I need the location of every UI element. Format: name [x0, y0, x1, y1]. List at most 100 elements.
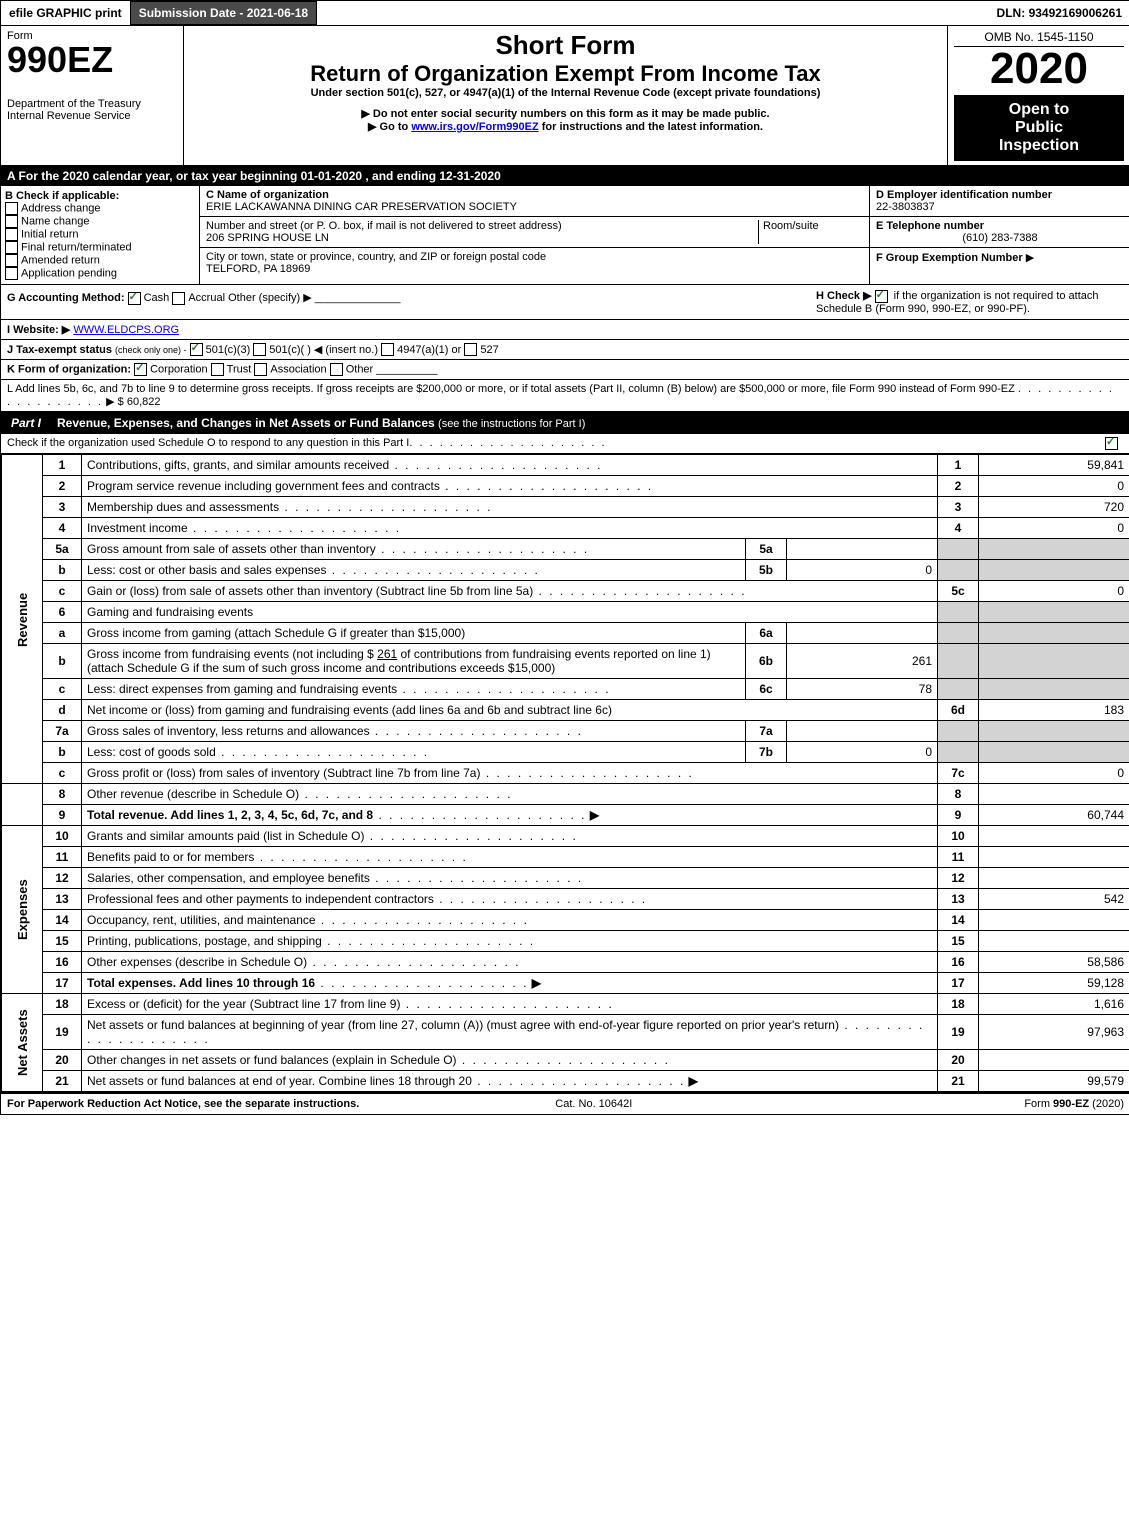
l1-desc: Contributions, gifts, grants, and simila…: [87, 458, 389, 472]
l15-amt: [979, 931, 1129, 952]
h-checkbox[interactable]: [875, 290, 888, 303]
l7a-sub: 7a: [746, 721, 787, 742]
l-text: L Add lines 5b, 6c, and 7b to line 9 to …: [7, 383, 1015, 395]
l10-num: 10: [43, 826, 82, 847]
address-change-label: Address change: [21, 202, 101, 214]
section-l: L Add lines 5b, 6c, and 7b to line 9 to …: [1, 380, 1129, 412]
schedule-o-checkbox[interactable]: [1105, 437, 1118, 450]
header-right: OMB No. 1545-1150 2020 Open to Public In…: [947, 26, 1129, 165]
open-line1: Open to: [960, 101, 1118, 119]
k-corp-checkbox[interactable]: [134, 363, 147, 376]
section-k: K Form of organization: Corporation Trus…: [1, 360, 1129, 380]
l8-num: 8: [43, 784, 82, 805]
l9-desc: Total revenue. Add lines 1, 2, 3, 4, 5c,…: [87, 808, 373, 822]
l17-desc: Total expenses. Add lines 10 through 16: [87, 976, 315, 990]
k-assoc-checkbox[interactable]: [254, 363, 267, 376]
line-16: 16 Other expenses (describe in Schedule …: [2, 952, 1129, 973]
l16-amt: 58,586: [979, 952, 1129, 973]
l4-amt: 0: [979, 518, 1129, 539]
short-form-title: Short Form: [190, 30, 941, 61]
accrual-checkbox[interactable]: [172, 292, 185, 305]
header-row: Form 990EZ Department of the Treasury In…: [1, 26, 1129, 166]
final-return-checkbox[interactable]: [5, 241, 18, 254]
j-501c: 501(c)( ) ◀ (insert no.): [269, 344, 378, 356]
j-4947-checkbox[interactable]: [381, 343, 394, 356]
l6c-subval: 78: [787, 679, 938, 700]
l12-num: 12: [43, 868, 82, 889]
org-name-box: C Name of organization ERIE LACKAWANNA D…: [200, 186, 869, 217]
j-527-checkbox[interactable]: [464, 343, 477, 356]
j-527: 527: [480, 344, 498, 356]
l3-num: 3: [43, 497, 82, 518]
l1-col: 1: [938, 455, 979, 476]
revenue-vert-spacer: [2, 784, 43, 826]
cash-label: Cash: [144, 292, 170, 304]
l18-dots: [400, 997, 613, 1011]
line-1: Revenue 1 Contributions, gifts, grants, …: [2, 455, 1129, 476]
k-other-checkbox[interactable]: [330, 363, 343, 376]
l5b-desc: Less: cost or other basis and sales expe…: [87, 563, 326, 577]
l2-dots: [440, 479, 653, 493]
l8-desc: Other revenue (describe in Schedule O): [87, 787, 299, 801]
line-7a: 7a Gross sales of inventory, less return…: [2, 721, 1129, 742]
j-501c-checkbox[interactable]: [253, 343, 266, 356]
l5a-dots: [376, 542, 589, 556]
goto-link[interactable]: www.irs.gov/Form990EZ: [411, 121, 538, 133]
l7b-desc: Less: cost of goods sold: [87, 745, 216, 759]
l8-amt: [979, 784, 1129, 805]
line-13: 13 Professional fees and other payments …: [2, 889, 1129, 910]
line-8: 8 Other revenue (describe in Schedule O)…: [2, 784, 1129, 805]
dln: DLN: 93492169006261: [989, 2, 1129, 24]
l19-amt: 97,963: [979, 1015, 1129, 1050]
section-def: D Employer identification number 22-3803…: [869, 186, 1129, 284]
gh-row: G Accounting Method: Cash Accrual Other …: [1, 285, 1129, 320]
section-g: G Accounting Method: Cash Accrual Other …: [1, 285, 812, 319]
website-link[interactable]: WWW.ELDCPS.ORG: [73, 324, 179, 336]
l5b-shade1: [938, 560, 979, 581]
tax-year: 2020: [954, 47, 1124, 91]
l7a-dots: [370, 724, 583, 738]
application-pending-checkbox[interactable]: [5, 267, 18, 280]
l6c-desc: Less: direct expenses from gaming and fu…: [87, 682, 397, 696]
amended-return-checkbox[interactable]: [5, 254, 18, 267]
l6c-shade1: [938, 679, 979, 700]
l2-num: 2: [43, 476, 82, 497]
l21-num: 21: [43, 1071, 82, 1092]
l9-amt: 60,744: [979, 805, 1129, 826]
city-value: TELFORD, PA 18969: [206, 263, 863, 275]
section-b: B Check if applicable: Address change Na…: [1, 186, 200, 284]
cash-checkbox[interactable]: [128, 292, 141, 305]
l7c-desc: Gross profit or (loss) from sales of inv…: [87, 766, 480, 780]
l7b-dots: [216, 745, 429, 759]
part1-desc: (see the instructions for Part I): [438, 418, 585, 430]
footer-right: Form 990-EZ (2020): [1024, 1098, 1124, 1110]
line-5c: c Gain or (loss) from sale of assets oth…: [2, 581, 1129, 602]
section-h: H Check ▶ if the organization is not req…: [812, 285, 1129, 319]
footer-right-form: 990-EZ: [1053, 1098, 1089, 1110]
line-18: Net Assets 18 Excess or (deficit) for th…: [2, 994, 1129, 1015]
name-change-checkbox[interactable]: [5, 215, 18, 228]
address-change-checkbox[interactable]: [5, 202, 18, 215]
accrual-label: Accrual: [188, 292, 225, 304]
l5a-num: 5a: [43, 539, 82, 560]
final-return-label: Final return/terminated: [21, 241, 132, 253]
line-6b: b Gross income from fundraising events (…: [2, 644, 1129, 679]
name-change-label: Name change: [21, 215, 90, 227]
l15-desc: Printing, publications, postage, and shi…: [87, 934, 322, 948]
initial-return-checkbox[interactable]: [5, 228, 18, 241]
k-trust-checkbox[interactable]: [211, 363, 224, 376]
efile-label[interactable]: efile GRAPHIC print: [1, 2, 130, 24]
l7a-shade1: [938, 721, 979, 742]
j-501c3-checkbox[interactable]: [190, 343, 203, 356]
l4-col: 4: [938, 518, 979, 539]
l7a-desc: Gross sales of inventory, less returns a…: [87, 724, 370, 738]
line-21: 21 Net assets or fund balances at end of…: [2, 1071, 1129, 1092]
l14-dots: [316, 913, 529, 927]
i-label: I Website: ▶: [7, 324, 70, 336]
l18-col: 18: [938, 994, 979, 1015]
submission-date: Submission Date - 2021-06-18: [130, 1, 317, 25]
application-pending-label: Application pending: [21, 267, 117, 279]
l6a-shade1: [938, 623, 979, 644]
line-17: 17 Total expenses. Add lines 10 through …: [2, 973, 1129, 994]
line-19: 19 Net assets or fund balances at beginn…: [2, 1015, 1129, 1050]
